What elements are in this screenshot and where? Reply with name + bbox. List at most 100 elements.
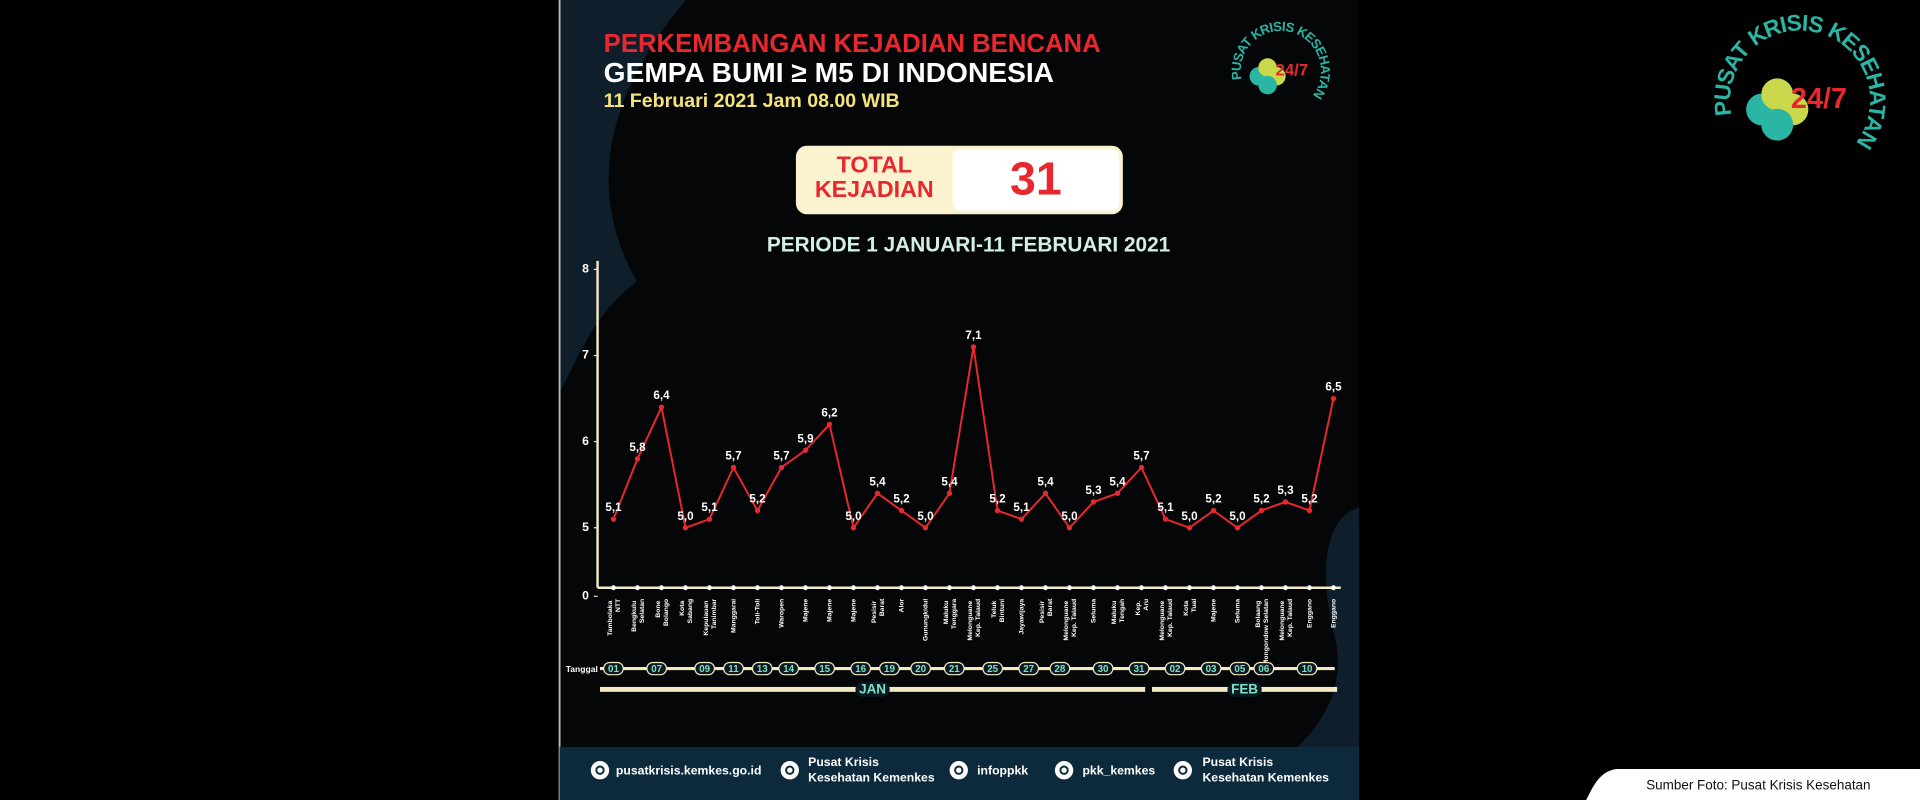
x-tick-label: Pesisir Barat	[1039, 598, 1054, 623]
date-label: 19	[884, 664, 895, 675]
value-label: 5,4	[1037, 475, 1054, 488]
value-label: 6,4	[653, 389, 670, 402]
chart-title: PERIODE 1 JANUARI-11 FEBRUARI 2021	[767, 234, 1170, 257]
logo-hours: 24/7	[1276, 60, 1309, 79]
axis-dot	[1331, 585, 1336, 591]
x-tick-label: Melonguane Kep. Talaud	[1063, 599, 1078, 641]
axis-dot	[755, 585, 760, 591]
point	[970, 344, 977, 350]
value-label: 5,0	[1181, 510, 1197, 523]
value-label: 5,8	[629, 441, 646, 454]
date-pill	[1200, 661, 1222, 676]
date-label: 02	[1170, 664, 1181, 675]
date-label: 25	[987, 664, 998, 675]
value-label: 5,2	[1253, 493, 1269, 506]
date-pill	[814, 661, 836, 676]
date-label: 28	[1054, 664, 1065, 675]
date-pill	[723, 661, 744, 676]
point	[1066, 525, 1073, 531]
month-label: FEB	[1231, 682, 1258, 697]
date-pill	[982, 661, 1004, 676]
footer-text: Pusat Krisis	[1202, 755, 1273, 769]
x-tick-label: Manggarai	[730, 599, 737, 633]
panel-bg	[559, 0, 1360, 800]
value-label: 5,7	[773, 450, 789, 463]
date-pill	[1128, 661, 1150, 676]
value-label: 5,7	[1133, 450, 1149, 463]
date-label: 10	[1302, 664, 1313, 675]
point	[778, 464, 785, 471]
caption-bg	[1586, 768, 1920, 800]
date-pill	[943, 661, 965, 676]
date-pill	[1229, 661, 1251, 676]
footer-icon	[780, 761, 799, 780]
axis-dot	[899, 585, 904, 591]
x-tick-label: Waropen	[778, 599, 785, 628]
month-pill	[1227, 682, 1262, 697]
x-tick-label: Enggano	[1306, 599, 1313, 628]
x-tick-label: Bone Bolango	[655, 599, 670, 626]
date-pill	[694, 661, 716, 676]
blob	[559, 0, 686, 392]
footer-icon	[949, 761, 968, 780]
point	[874, 490, 881, 497]
value-label: 5,2	[989, 493, 1005, 506]
date-pill	[1018, 661, 1040, 676]
x-tick-label: Enggano	[1330, 599, 1337, 628]
value-label: 5,9	[797, 432, 814, 445]
value-label: 6,5	[1325, 381, 1342, 394]
value-label: 5,4	[1109, 475, 1126, 488]
x-tick-label: Majene	[1210, 599, 1217, 622]
point	[946, 490, 953, 497]
point	[994, 507, 1001, 514]
value-label: 5,1	[1157, 501, 1174, 514]
month-label: JAN	[859, 682, 886, 697]
value-label: 5,2	[893, 493, 909, 506]
axis-dot	[683, 585, 688, 591]
point	[610, 516, 617, 522]
point	[1018, 516, 1025, 522]
axis-dot	[1211, 585, 1216, 591]
axis-dot	[1115, 585, 1120, 591]
axis-dot	[971, 585, 976, 591]
point	[754, 507, 761, 514]
point	[1090, 499, 1097, 505]
point	[850, 525, 857, 531]
date-pill	[1092, 661, 1114, 676]
footer-icon	[1173, 761, 1193, 780]
date-label: 01	[608, 664, 619, 675]
footer-text: pusatkrisis.kemkes.go.id	[616, 764, 762, 778]
point	[706, 516, 713, 522]
infographic-panel	[558, 0, 1360, 800]
date-label: 03	[1206, 664, 1217, 675]
x-tick-label: Majene	[802, 599, 809, 622]
axis-dot	[659, 585, 664, 591]
x-tick-label: Maluku Tenggara	[943, 599, 958, 629]
point	[1186, 525, 1193, 531]
date-pill	[646, 661, 668, 676]
total-value: 31	[1010, 153, 1062, 205]
value-label: 5,3	[1277, 484, 1294, 497]
date-label: 15	[819, 664, 830, 675]
value-label: 5,0	[677, 510, 693, 523]
point	[1258, 507, 1265, 514]
point	[658, 404, 665, 410]
date-label: 21	[949, 664, 960, 675]
point	[826, 421, 833, 428]
x-tick-label: Teluk Bintuni	[991, 599, 1006, 623]
footer-icon	[1054, 761, 1074, 780]
footer-icon-glyph	[954, 765, 964, 775]
x-tick-label: Toli-Toli	[754, 599, 761, 625]
total-label: KEJADIAN	[815, 176, 934, 202]
footer-text: Kesehatan Kemenkes	[1202, 770, 1329, 784]
date-pill	[879, 661, 900, 676]
x-tick-label: Kep. Aru	[1135, 599, 1150, 616]
caption: Sumber Foto: Pusat Krisis Kesehatan	[1646, 778, 1870, 793]
x-tick-label: Seluma	[1090, 599, 1097, 624]
x-tick-label: Alor	[898, 598, 905, 612]
point	[922, 525, 929, 531]
footer-icon-glyph	[595, 765, 605, 775]
date-label: 13	[757, 664, 768, 675]
point	[1282, 499, 1289, 505]
x-tick-label: Pesisir Barat	[871, 598, 886, 623]
